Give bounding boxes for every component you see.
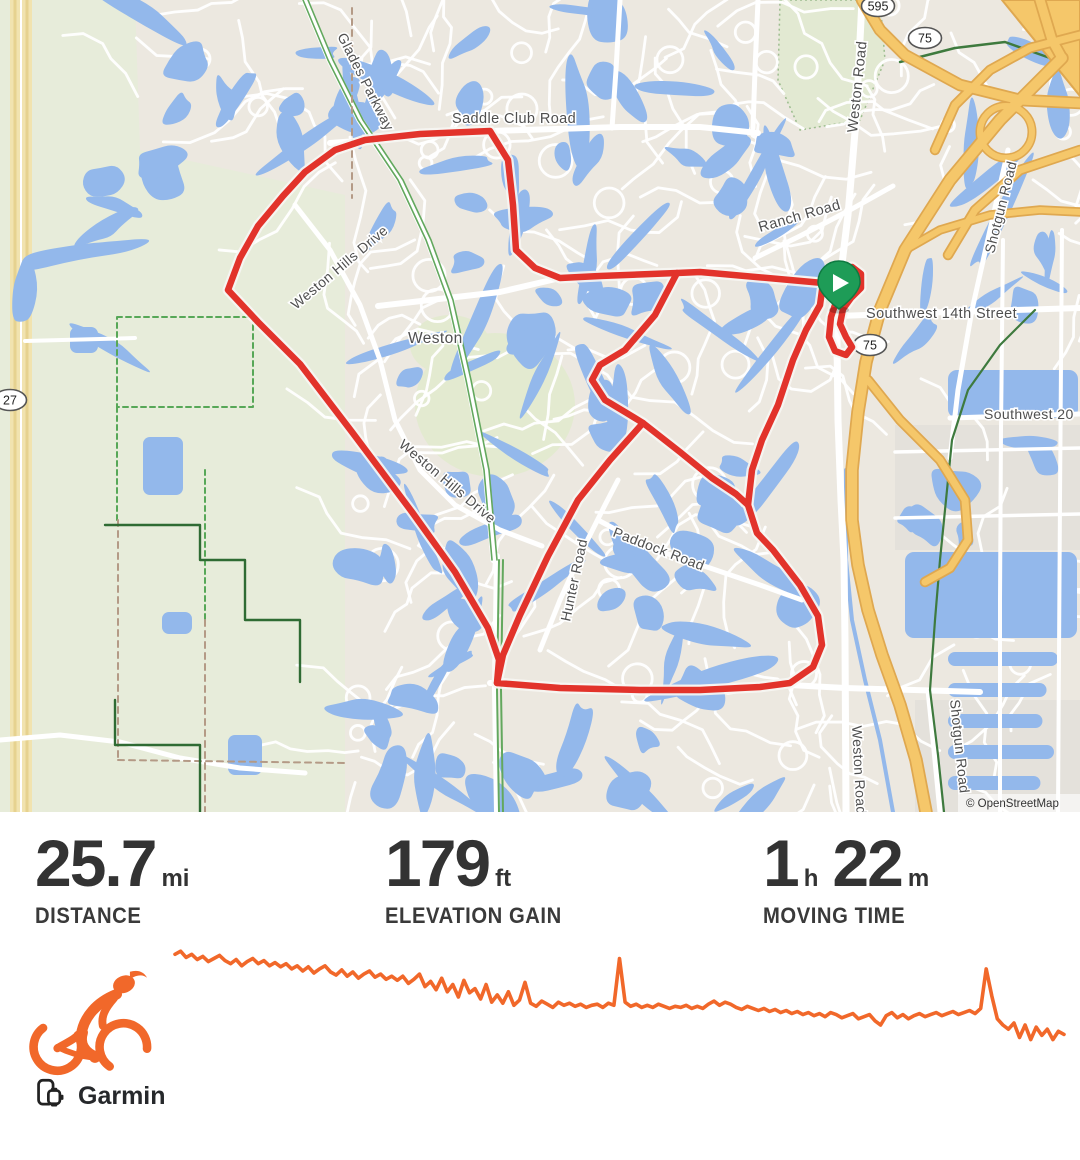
moving-time-hours-unit: h xyxy=(803,865,819,892)
stat-distance: 25.7 mi DISTANCE xyxy=(35,830,189,929)
cycling-activity-icon xyxy=(22,948,156,1080)
distance-value: 25.7 xyxy=(35,826,157,900)
phone-watch-devices-icon xyxy=(36,1078,65,1114)
distance-label: DISTANCE xyxy=(35,903,142,928)
map-label: Weston xyxy=(408,330,463,347)
distance-unit: mi xyxy=(161,865,190,892)
moving-time-mins-unit: m xyxy=(907,865,930,892)
svg-text:595: 595 xyxy=(868,0,889,14)
speed-line xyxy=(173,949,1066,1042)
activity-summary: 25.7 mi DISTANCE 179 ft ELEVATION GAIN 1… xyxy=(0,812,1080,1160)
route-map[interactable]: 75 595 75 27 Glades Parkway Saddle Club Road W… xyxy=(0,0,1080,812)
map-label: Saddle Club Road xyxy=(452,111,576,127)
map-label: Southwest 20 xyxy=(984,406,1074,422)
stat-elevation-gain: 179 ft ELEVATION GAIN xyxy=(385,830,577,929)
data-source-row: Garmin xyxy=(36,1078,166,1114)
moving-time-hours: 1 xyxy=(763,826,800,900)
svg-text:75: 75 xyxy=(863,339,877,353)
svg-text:75: 75 xyxy=(918,32,932,46)
map-label: Southwest 14th Street xyxy=(866,306,1017,322)
svg-text:27: 27 xyxy=(3,394,17,408)
osm-attribution[interactable]: © OpenStreetMap xyxy=(966,798,1059,810)
start-marker[interactable] xyxy=(817,260,861,310)
elevation-label: ELEVATION GAIN xyxy=(385,903,562,928)
speed-sparkline-chart xyxy=(172,940,1067,1062)
elevation-unit: ft xyxy=(495,865,512,892)
source-label: Garmin xyxy=(78,1081,166,1110)
moving-time-mins: 22 xyxy=(832,826,903,900)
moving-time-label: MOVING TIME xyxy=(763,903,906,928)
elevation-value: 179 xyxy=(385,826,491,900)
map-label: Weston Road xyxy=(849,725,870,812)
stat-moving-time: 1 h 22 m MOVING TIME xyxy=(763,830,929,929)
